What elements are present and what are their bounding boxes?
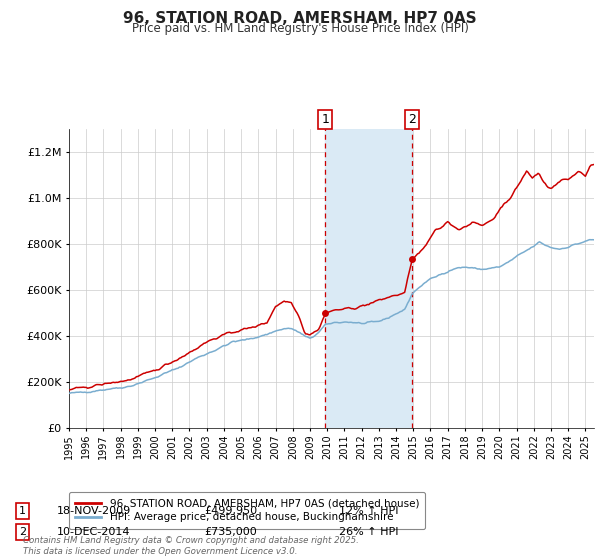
Text: Price paid vs. HM Land Registry's House Price Index (HPI): Price paid vs. HM Land Registry's House … [131,22,469,35]
Text: 10-DEC-2014: 10-DEC-2014 [57,527,131,537]
Text: £735,000: £735,000 [204,527,257,537]
Text: 96, STATION ROAD, AMERSHAM, HP7 0AS: 96, STATION ROAD, AMERSHAM, HP7 0AS [123,11,477,26]
Text: 2: 2 [19,527,26,537]
Text: 12% ↑ HPI: 12% ↑ HPI [339,506,398,516]
Text: 1: 1 [321,113,329,126]
Legend: 96, STATION ROAD, AMERSHAM, HP7 0AS (detached house), HPI: Average price, detach: 96, STATION ROAD, AMERSHAM, HP7 0AS (det… [69,492,425,529]
Text: 1: 1 [19,506,26,516]
Bar [325,129,412,428]
Text: 26% ↑ HPI: 26% ↑ HPI [339,527,398,537]
Text: 2: 2 [408,113,416,126]
Text: 18-NOV-2009: 18-NOV-2009 [57,506,131,516]
Text: £499,950: £499,950 [204,506,257,516]
Text: Contains HM Land Registry data © Crown copyright and database right 2025.
This d: Contains HM Land Registry data © Crown c… [23,536,359,556]
